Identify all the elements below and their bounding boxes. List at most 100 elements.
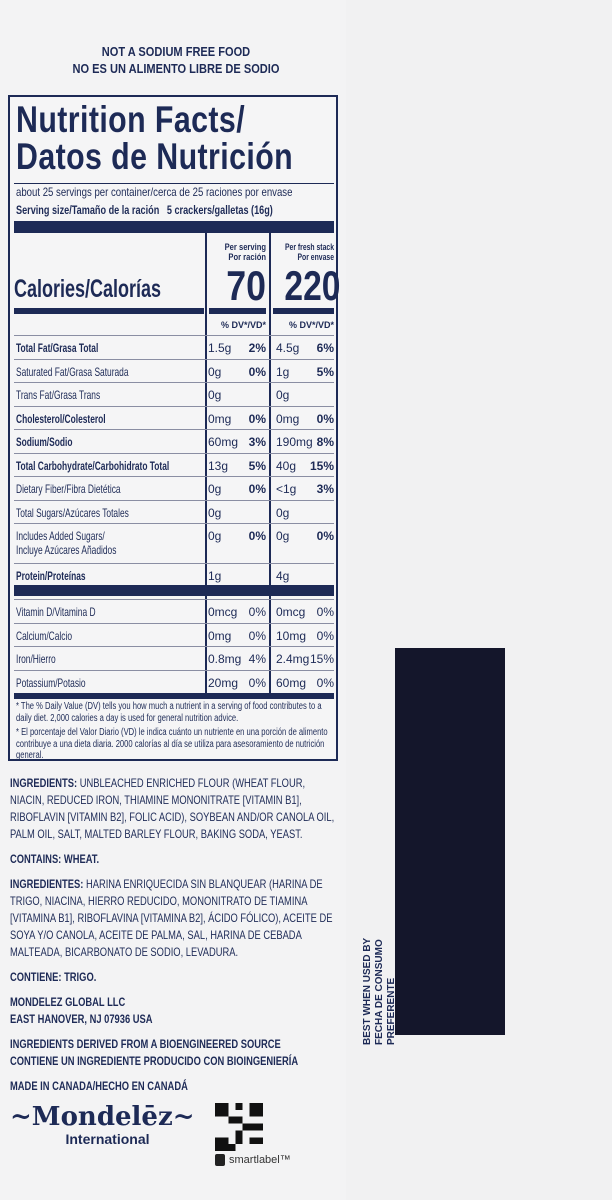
nutrient-name: Cholesterol/Colesterol: [16, 411, 106, 426]
amount-per-serving: 13g: [208, 458, 229, 473]
dv-per-stack: 15%: [309, 458, 334, 473]
smartlabel-icon: [215, 1154, 225, 1166]
nutrient-name: Iron/Hierro: [16, 652, 56, 666]
amount-per-serving: 0mg: [208, 628, 232, 643]
smartlabel-block: smartlabel™: [215, 1103, 291, 1166]
nutrient-row: Total Carbohydrate/Carbohidrato Total 13…: [14, 452, 334, 478]
nutrient-row: Saturated Fat/Grasa Saturada 0g 0% 1g 5%: [14, 358, 334, 384]
footnote-es: * El porcentaje del Valor Diario (VD) le…: [16, 727, 328, 761]
nutrient-row: Includes Added Sugars/Incluye Azúcares A…: [14, 523, 334, 564]
sodium-warning-es: NO ES UN ALIMENTO LIBRE DE SODIO: [72, 61, 280, 76]
footnotes: * The % Daily Value (DV) tells you how m…: [16, 701, 335, 762]
dv-per-serving: 0%: [248, 482, 266, 496]
nutrient-name: Total Carbohydrate/Carbohidrato Total: [16, 458, 170, 473]
nutrient-row: Sodium/Sodio 60mg 3% 190mg 8%: [14, 429, 334, 454]
date-code-box: [395, 648, 505, 1035]
amount-per-stack: 60mg: [276, 675, 307, 690]
panel-title: Nutrition Facts/Datos de Nutrición: [16, 99, 294, 177]
dv-per-serving: 0%: [248, 364, 266, 379]
amount-per-stack: 0mg: [276, 411, 300, 426]
amount-per-stack: 0g: [276, 388, 290, 402]
contains-en: CONTAINS: WHEAT.: [10, 852, 100, 866]
amount-per-stack: 40g: [276, 458, 297, 473]
amount-per-stack: 0g: [276, 505, 290, 520]
best-by-label: BEST WHEN USED BY FECHA DE CONSUMO PREFE…: [362, 875, 398, 1045]
dv-per-serving: 0%: [248, 529, 266, 543]
amount-per-stack: 4g: [276, 569, 290, 583]
dv-per-stack: 5%: [316, 364, 334, 379]
amount-per-serving: 0mcg: [208, 605, 238, 619]
nutrient-row: Total Sugars/Azúcares Totales 0g 0g: [14, 499, 334, 525]
calories-per-stack: 220: [284, 262, 341, 309]
dv-per-serving: 3%: [248, 435, 266, 449]
nutrient-row: Trans Fat/Grasa Trans 0g 0g: [14, 382, 334, 407]
amount-per-stack: 0g: [276, 529, 290, 543]
nutrient-name: Vitamin D/Vitamina D: [16, 605, 96, 619]
amount-per-serving: 0g: [208, 529, 222, 543]
dv-per-serving: 4%: [248, 652, 266, 666]
dv-per-serving: 2%: [248, 341, 266, 355]
dv-header: % DV*/VD*: [220, 320, 266, 330]
sodium-warning-en: NOT A SODIUM FREE FOOD: [101, 44, 251, 59]
package-text: INGREDIENTS: UNBLEACHED ENRICHED FLOUR (…: [10, 775, 340, 1166]
nutrient-name: Includes Added Sugars/Incluye Azúcares A…: [16, 529, 117, 557]
dv-per-stack: 0%: [316, 411, 334, 426]
nutrient-row: Total Fat/Grasa Total 1.5g 2% 4.5g 6%: [14, 335, 334, 360]
nutrient-row: Iron/Hierro 0.8mg 4% 2.4mg 15%: [14, 646, 334, 671]
amount-per-serving: 0g: [208, 364, 222, 379]
amount-per-serving: 0mg: [208, 411, 232, 426]
dv-per-stack: 0%: [316, 605, 334, 619]
dv-per-serving: 5%: [248, 458, 266, 473]
dv-per-serving: 0%: [248, 675, 266, 690]
nutrient-name: Potassium/Potasio: [16, 675, 86, 690]
dv-per-serving: 0%: [248, 605, 266, 619]
amount-per-stack: 0mcg: [276, 605, 306, 619]
amount-per-stack: 1g: [276, 364, 290, 379]
best-by-es: FECHA DE CONSUMO PREFERENTE: [374, 939, 397, 1045]
amount-per-stack: <1g: [276, 482, 297, 496]
company-address: MONDELEZ GLOBAL LLC EAST HANOVER, NJ 0793…: [10, 995, 153, 1026]
thick-divider: [14, 221, 334, 233]
nutrient-name: Dietary Fiber/Fibra Dietética: [16, 482, 121, 496]
divider: [14, 183, 334, 184]
divider: [14, 693, 334, 699]
divider: [14, 308, 204, 314]
amount-per-serving: 0g: [208, 388, 222, 402]
amount-per-serving: 20mg: [208, 675, 239, 690]
nutrient-name: Sodium/Sodio: [16, 435, 73, 449]
nutrient-name: Trans Fat/Grasa Trans: [16, 388, 101, 402]
column-line: [205, 233, 207, 695]
divider: [209, 308, 266, 314]
dv-per-stack: 0%: [316, 675, 334, 690]
calories-per-serving: 70: [226, 262, 266, 309]
dv-per-serving: 0%: [248, 411, 266, 426]
dv-header: % DV*/VD*: [288, 320, 334, 330]
best-by-en: BEST WHEN USED BY: [362, 937, 373, 1045]
dv-per-stack: 0%: [316, 529, 334, 543]
nutrient-row: Cholesterol/Colesterol 0mg 0% 0mg 0%: [14, 405, 334, 431]
made-in: MADE IN CANADA/HECHO EN CANADÁ: [10, 1079, 188, 1093]
dv-per-stack: 8%: [316, 435, 334, 449]
divider: [273, 308, 334, 314]
ingredients-en: INGREDIENTS: UNBLEACHED ENRICHED FLOUR (…: [10, 776, 335, 841]
smartlabel[interactable]: smartlabel™: [215, 1154, 291, 1166]
nutrient-name: Saturated Fat/Grasa Saturada: [16, 364, 129, 379]
nutrient-row: Calcium/Calcio 0mg 0% 10mg 0%: [14, 622, 334, 648]
nutrient-row: Protein/Proteínas 1g 4g: [14, 563, 334, 588]
qr-code[interactable]: [215, 1103, 263, 1151]
amount-per-stack: 10mg: [276, 628, 307, 643]
amount-per-serving: 0g: [208, 482, 222, 496]
dv-per-serving: 0%: [248, 628, 266, 643]
servings-per-container: about 25 servings per container/cerca de…: [16, 185, 293, 199]
amount-per-serving: 1.5g: [208, 341, 232, 355]
contains-es: CONTIENE: TRIGO.: [10, 970, 97, 984]
dv-per-stack: 0%: [316, 628, 334, 643]
nutrient-row: Potassium/Potasio 20mg 0% 60mg 0%: [14, 669, 334, 695]
dv-per-stack: 6%: [316, 341, 334, 355]
nutrient-name: Total Fat/Grasa Total: [16, 341, 99, 355]
logo-row: ~Mondelēz~ International smartlabel™: [10, 1103, 340, 1166]
bioengineered-statement: INGREDIENTS DERIVED FROM A BIOENGINEERED…: [10, 1037, 299, 1068]
column-line: [269, 233, 271, 695]
amount-per-serving: 0.8mg: [208, 652, 242, 666]
amount-per-serving: 60mg: [208, 435, 239, 449]
